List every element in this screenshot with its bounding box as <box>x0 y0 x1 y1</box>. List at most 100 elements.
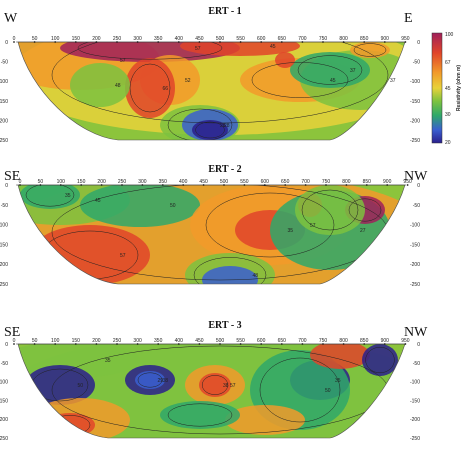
contour-label: 48 <box>115 83 121 89</box>
x-tick-label: 100 <box>51 338 60 344</box>
y-tick-label-left: -200 <box>0 417 8 423</box>
contour-label: 57 <box>230 383 236 389</box>
contour-label: 35 <box>105 358 111 364</box>
contour-line <box>201 375 229 395</box>
y-tick-label-left: -100 <box>0 223 8 229</box>
x-tick-label: 100 <box>51 36 60 42</box>
x-tick-label: 150 <box>77 179 86 185</box>
electrode-marker <box>284 184 287 186</box>
resistivity-zone <box>362 344 398 376</box>
contour-label: 29 <box>158 378 164 384</box>
resistivity-zone <box>192 120 228 140</box>
electrode-marker <box>243 184 246 186</box>
contour-label: 57 <box>120 253 126 259</box>
contour-label: 48 <box>253 273 259 279</box>
x-tick-label: 950 <box>401 36 410 42</box>
x-tick-label: 950 <box>403 179 412 185</box>
x-tick-label: 850 <box>360 338 369 344</box>
electrode-marker <box>280 41 283 43</box>
electrode-marker <box>13 41 15 43</box>
electrode-marker <box>383 41 386 43</box>
x-tick-label: 450 <box>199 179 208 185</box>
electrode-marker <box>342 343 345 345</box>
electrode-marker <box>219 41 221 43</box>
x-tick-label: 400 <box>175 338 184 344</box>
y-tick-label-right: -100 <box>410 79 420 85</box>
x-tick-label: 0 <box>13 338 16 344</box>
electrode-marker <box>301 41 304 43</box>
electrode-marker <box>136 41 139 43</box>
x-tick-label: 50 <box>32 36 38 42</box>
contour-label: 45 <box>95 198 101 204</box>
y-tick-label-left: -50 <box>1 60 8 66</box>
x-tick-label: 750 <box>322 179 331 185</box>
electrode-marker <box>80 184 83 186</box>
resistivity-zone <box>350 42 390 58</box>
resistivity-section <box>18 42 405 140</box>
electrode-marker <box>100 184 103 186</box>
contour-line <box>77 42 223 60</box>
electrode-marker <box>161 184 164 186</box>
y-tick-label-right: -200 <box>410 417 420 423</box>
contour-line <box>193 257 267 284</box>
resistivity-zone <box>310 344 370 369</box>
contour-line <box>259 357 341 423</box>
electrode-marker <box>54 343 57 345</box>
x-tick-label: 850 <box>360 36 369 42</box>
resistivity-zone <box>20 185 80 209</box>
contour-label: 57 <box>120 58 126 64</box>
electrode-marker <box>198 343 201 345</box>
right-direction-label: NW <box>404 325 428 340</box>
x-tick-label: 550 <box>236 36 245 42</box>
x-tick-label: 100 <box>57 179 66 185</box>
y-tick-label-left: -200 <box>0 118 8 124</box>
resistivity-zone <box>80 185 200 227</box>
electrode-marker <box>95 343 98 345</box>
x-tick-label: 650 <box>281 179 290 185</box>
x-tick-label: 800 <box>339 338 348 344</box>
resistivity-zone <box>18 344 140 378</box>
y-tick-label-right: -50 <box>413 361 420 367</box>
x-tick-label: 350 <box>154 338 163 344</box>
y-tick-label-left: -200 <box>0 262 8 268</box>
x-tick-label: 500 <box>216 338 225 344</box>
x-tick-label: 700 <box>298 36 307 42</box>
contour-line <box>297 55 363 85</box>
right-direction-label: NW <box>404 169 428 184</box>
x-tick-label: 400 <box>179 179 188 185</box>
y-tick-label-left: -50 <box>1 203 8 209</box>
x-tick-label: 500 <box>216 36 225 42</box>
electrode-marker <box>219 343 221 345</box>
electrode-marker <box>198 41 201 43</box>
electrode-marker <box>116 343 118 345</box>
contour-label: 38 <box>223 383 229 389</box>
panel-title: ERT - 2 <box>208 164 241 175</box>
x-tick-label: 0 <box>13 36 16 42</box>
electrode-marker <box>59 184 62 186</box>
resistivity-zone <box>30 225 150 284</box>
x-tick-label: 350 <box>154 36 163 42</box>
electrode-marker <box>177 343 180 345</box>
electrode-marker <box>157 343 160 345</box>
electrode-marker <box>39 184 42 186</box>
contour-label: 50 <box>325 388 331 394</box>
x-tick-label: 800 <box>342 179 351 185</box>
electrode-marker <box>202 184 205 186</box>
x-tick-label: 50 <box>38 179 44 185</box>
y-tick-label-left: -250 <box>0 138 8 144</box>
electrode-marker <box>33 41 36 43</box>
y-tick-label-right: -150 <box>410 398 420 404</box>
electrode-marker <box>95 41 98 43</box>
y-tick-label-right: 0 <box>417 342 420 348</box>
electrode-marker <box>239 343 242 345</box>
y-tick-label-right: -250 <box>410 138 420 144</box>
resistivity-zone <box>290 52 370 88</box>
resistivity-zone <box>180 42 300 56</box>
y-tick-label-right: -200 <box>410 262 420 268</box>
panel-title: ERT - 3 <box>208 320 241 331</box>
y-tick-label-left: -150 <box>0 99 8 105</box>
contour-label: 52 <box>185 78 191 84</box>
contour-line <box>167 108 233 140</box>
x-tick-label: 550 <box>236 338 245 344</box>
